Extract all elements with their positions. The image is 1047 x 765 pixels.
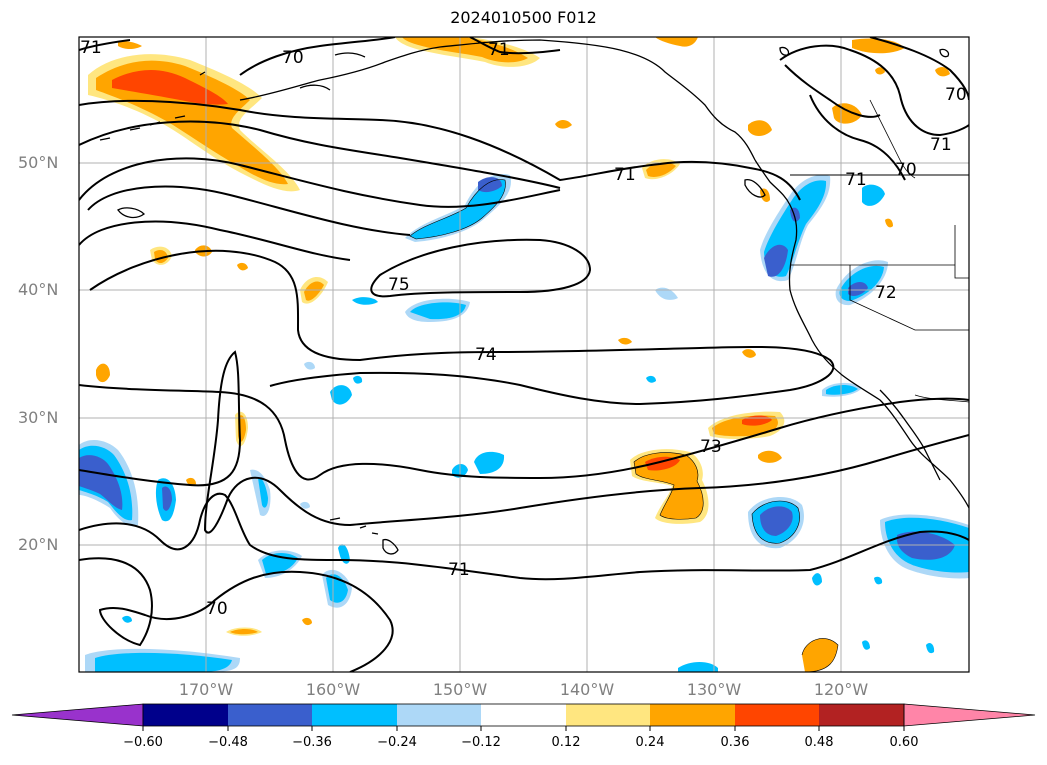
contour-label: 75: [388, 275, 410, 295]
lon-label: 120°W: [813, 680, 869, 699]
colorbar-bin: [481, 704, 566, 726]
colorbar-bin: [735, 704, 819, 726]
contour-label: 71: [930, 135, 952, 155]
colorbar-extend-high: [903, 703, 1036, 727]
colorbar-bin: [228, 704, 312, 726]
lat-label: 30°N: [18, 408, 59, 427]
colorbar-tick-label: 0.60: [889, 735, 919, 750]
colorbar-tick-label: −0.12: [461, 735, 501, 750]
contour-label: 70: [282, 48, 304, 68]
lat-label: 20°N: [18, 535, 59, 554]
contour-label: 70: [206, 599, 228, 619]
lon-label: 170°W: [178, 680, 234, 699]
colorbar-extend-low: [11, 703, 144, 727]
height-contours: [79, 37, 969, 672]
lon-label: 150°W: [432, 680, 488, 699]
colorbar-bin: [819, 704, 904, 726]
lat-label: 50°N: [18, 153, 59, 172]
lon-label: 160°W: [305, 680, 361, 699]
contour-label: 72: [875, 283, 897, 303]
colorbar-tick-label: −0.48: [208, 735, 248, 750]
colorbar-tick-label: 0.24: [635, 735, 665, 750]
contour-label: 70: [895, 160, 917, 180]
map-frame: [78, 36, 970, 673]
colorbar-bin: [397, 704, 481, 726]
contour-label: 70: [945, 85, 967, 105]
negative-anomaly-shading: [79, 174, 969, 672]
colorbar-tick-label: −0.36: [292, 735, 332, 750]
colorbar-tick-label: 0.12: [551, 735, 581, 750]
contour-label: 71: [80, 38, 102, 58]
colorbar-tick-label: 0.48: [804, 735, 834, 750]
contour-label: 71: [448, 560, 470, 580]
colorbar-bin: [143, 704, 228, 726]
colorbar-bin: [312, 704, 397, 726]
map-title: 2024010500 F012: [450, 8, 597, 27]
contour-label: 71: [845, 170, 867, 190]
contour-label: 74: [475, 345, 497, 365]
contour-label: 71: [614, 165, 636, 185]
colorbar-tick-label: 0.36: [720, 735, 750, 750]
colorbar: [11, 703, 1036, 731]
colorbar-tick-label: −0.24: [377, 735, 417, 750]
colorbar-bin: [650, 704, 735, 726]
colorbar-bin: [566, 704, 650, 726]
lon-label: 130°W: [686, 680, 742, 699]
lon-label: 140°W: [559, 680, 615, 699]
colorbar-tick-label: −0.60: [123, 735, 163, 750]
contour-label: 73: [700, 437, 722, 457]
contour-labels: 71 70 71 71 70 71 71 70 75 74 72 73 71 7…: [80, 38, 967, 619]
contour-label: 71: [488, 40, 510, 60]
lat-label: 40°N: [18, 280, 59, 299]
coastlines: [99, 39, 969, 555]
